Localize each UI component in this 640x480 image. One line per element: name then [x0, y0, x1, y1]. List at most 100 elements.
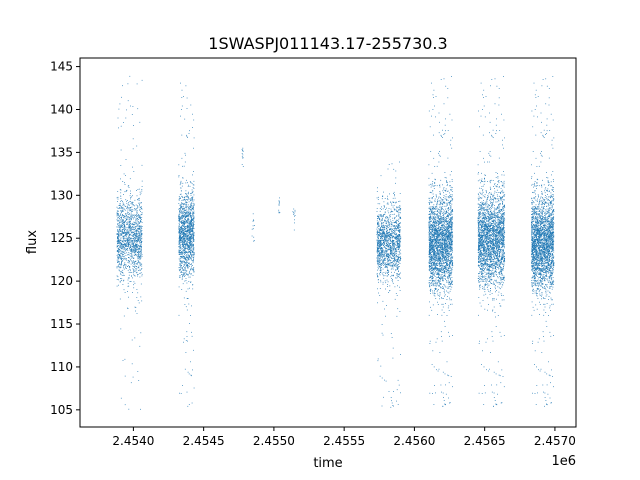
data-point — [132, 232, 133, 234]
data-point — [398, 221, 399, 222]
data-point — [186, 254, 187, 256]
data-point — [377, 256, 378, 258]
data-point — [119, 255, 121, 257]
data-point — [188, 238, 190, 239]
data-point — [184, 241, 186, 243]
data-point — [434, 185, 436, 186]
data-point — [190, 250, 192, 251]
data-point — [117, 238, 119, 240]
data-point — [436, 245, 438, 247]
data-point — [378, 281, 379, 283]
data-point — [380, 247, 382, 249]
data-point — [133, 251, 134, 253]
data-point — [445, 188, 447, 190]
data-point — [387, 256, 389, 258]
data-point — [126, 217, 128, 219]
data-point — [397, 226, 399, 227]
data-point — [189, 231, 191, 233]
data-point — [293, 212, 295, 214]
data-point — [135, 238, 136, 240]
data-point — [436, 231, 437, 232]
data-point — [184, 263, 186, 265]
data-point — [189, 207, 191, 209]
data-point — [140, 268, 142, 270]
data-point — [133, 257, 135, 259]
data-point — [129, 217, 131, 219]
data-point — [444, 219, 446, 221]
data-point — [187, 239, 189, 241]
data-point — [189, 231, 191, 233]
data-point — [122, 260, 124, 261]
data-point — [392, 206, 394, 208]
data-point — [387, 197, 388, 199]
data-point — [385, 234, 387, 236]
data-point — [185, 265, 187, 267]
data-point — [382, 283, 384, 285]
data-point — [188, 272, 190, 274]
data-point — [378, 265, 380, 267]
data-point — [140, 202, 142, 204]
data-point — [119, 205, 120, 206]
data-point — [382, 195, 384, 197]
data-point — [123, 238, 125, 240]
data-point — [136, 243, 137, 245]
data-point — [377, 251, 379, 253]
data-point — [182, 249, 184, 251]
data-point — [435, 254, 437, 256]
data-point — [136, 145, 138, 147]
data-point — [384, 235, 386, 236]
data-point — [395, 251, 397, 252]
data-point — [184, 221, 186, 222]
data-point — [189, 213, 191, 215]
data-point — [130, 219, 132, 221]
data-point — [141, 233, 142, 235]
data-point — [434, 221, 436, 222]
data-point — [134, 229, 135, 231]
data-point — [445, 130, 446, 132]
data-point — [191, 234, 193, 236]
data-point — [127, 282, 129, 284]
data-point — [131, 223, 133, 225]
data-point — [431, 82, 432, 84]
data-point — [180, 237, 182, 238]
data-point — [190, 206, 192, 208]
data-point — [392, 253, 394, 255]
data-point — [182, 260, 184, 262]
data-point — [193, 252, 195, 254]
data-point — [125, 199, 127, 201]
data-point — [377, 199, 379, 200]
data-point — [386, 275, 388, 277]
data-point — [189, 206, 191, 208]
data-point — [190, 248, 192, 250]
data-point — [378, 254, 380, 256]
data-point — [395, 221, 396, 222]
data-point — [132, 223, 133, 225]
data-point — [136, 245, 138, 247]
data-point — [135, 236, 137, 238]
data-point — [123, 315, 125, 317]
data-point — [393, 275, 394, 277]
data-point — [187, 224, 189, 226]
data-point — [381, 248, 383, 250]
data-point — [443, 238, 445, 240]
data-point — [128, 237, 129, 239]
data-point — [191, 225, 193, 227]
data-point — [139, 218, 141, 220]
data-point — [193, 234, 195, 236]
data-point — [439, 222, 440, 223]
data-point — [278, 209, 280, 211]
data-point — [117, 213, 119, 214]
data-point — [192, 238, 194, 240]
data-point — [138, 239, 139, 241]
data-point — [141, 164, 143, 166]
data-point — [186, 231, 187, 232]
data-point — [395, 235, 397, 237]
data-point — [385, 222, 387, 224]
data-point — [444, 274, 446, 276]
data-point — [126, 219, 127, 220]
data-point — [182, 230, 184, 232]
data-point — [382, 233, 384, 235]
data-point — [182, 267, 183, 269]
data-point — [451, 230, 453, 232]
data-point — [397, 243, 398, 245]
